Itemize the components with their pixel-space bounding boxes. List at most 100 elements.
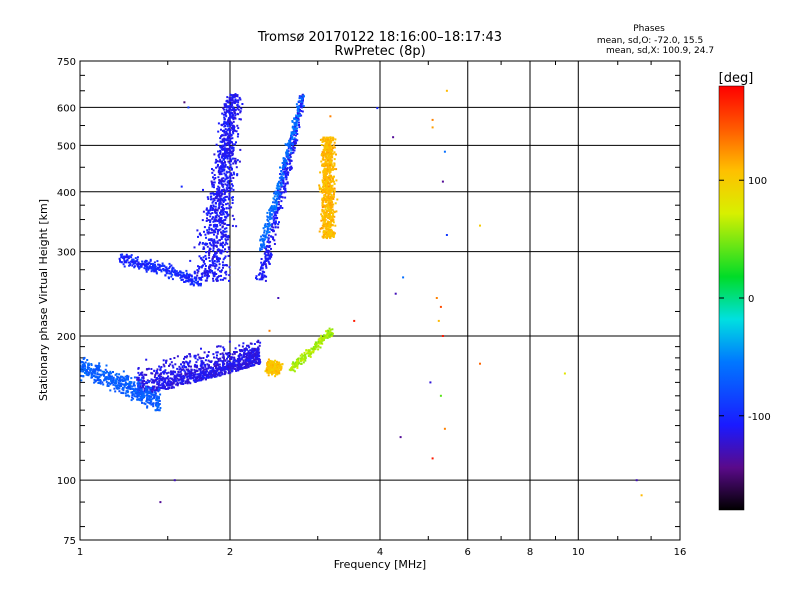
data-point	[107, 381, 110, 384]
data-point	[222, 219, 224, 222]
data-point	[327, 138, 329, 141]
data-point	[218, 363, 221, 366]
data-point	[119, 382, 122, 385]
data-point	[170, 377, 173, 380]
data-point	[122, 392, 125, 395]
data-point	[326, 224, 329, 227]
data-point	[80, 359, 82, 362]
data-point	[173, 479, 176, 482]
data-point	[118, 390, 121, 393]
data-point	[227, 127, 230, 130]
data-point	[328, 148, 331, 151]
data-point	[224, 147, 227, 150]
data-point	[121, 388, 124, 391]
data-point	[324, 175, 327, 178]
data-point	[292, 365, 295, 368]
data-point	[281, 162, 284, 164]
data-point	[325, 157, 328, 160]
data-point	[226, 195, 229, 198]
data-point	[225, 131, 228, 134]
data-point	[217, 364, 220, 367]
data-point	[220, 173, 223, 176]
data-point	[269, 213, 272, 215]
data-point	[131, 396, 133, 399]
data-point	[198, 373, 201, 376]
data-point	[249, 342, 252, 345]
data-point	[98, 362, 101, 365]
data-point	[299, 104, 302, 107]
data-point	[128, 395, 131, 398]
data-point	[219, 137, 222, 140]
data-point	[217, 358, 220, 360]
data-point	[317, 348, 320, 351]
data-point	[140, 265, 143, 268]
data-point	[220, 194, 223, 197]
data-point	[288, 157, 291, 159]
data-point	[220, 180, 223, 183]
data-point	[323, 337, 326, 340]
data-point	[242, 354, 245, 357]
data-point	[326, 169, 329, 172]
data-point	[223, 277, 226, 280]
data-point	[226, 139, 229, 142]
data-point	[107, 385, 110, 387]
data-point	[237, 101, 240, 104]
data-point	[222, 113, 225, 116]
data-point	[216, 276, 219, 279]
data-point	[227, 187, 230, 189]
data-point	[330, 185, 333, 187]
data-point	[220, 189, 223, 192]
data-point	[326, 336, 329, 339]
data-point	[161, 264, 164, 267]
data-point	[321, 199, 324, 202]
data-point	[220, 270, 223, 273]
data-point	[152, 394, 155, 397]
data-point	[445, 234, 448, 236]
data-point	[229, 93, 232, 96]
data-point	[330, 335, 333, 338]
data-point	[129, 264, 131, 267]
y-tick-label: 100	[57, 476, 76, 487]
data-point	[256, 361, 259, 364]
data-point	[213, 193, 215, 196]
data-point	[148, 394, 150, 397]
data-point	[145, 387, 148, 390]
data-point	[270, 209, 273, 212]
data-point	[226, 211, 228, 214]
data-point	[227, 181, 230, 184]
data-point	[317, 338, 320, 341]
chart-subtitle: RwPretec (8p)	[334, 44, 425, 59]
data-point	[259, 238, 262, 241]
data-point	[270, 207, 272, 210]
data-point	[264, 225, 267, 228]
x-tick-label: 10	[572, 547, 585, 558]
data-point	[214, 267, 217, 270]
data-point	[225, 241, 228, 244]
data-point	[328, 143, 331, 146]
data-point	[171, 273, 174, 276]
y-tick-label: 750	[57, 57, 76, 68]
data-point	[198, 377, 201, 380]
data-point	[262, 227, 265, 230]
data-point	[185, 356, 188, 359]
data-point	[91, 373, 94, 376]
data-point	[327, 176, 330, 179]
data-point	[329, 196, 332, 198]
data-point	[191, 281, 193, 284]
data-point	[213, 375, 216, 378]
data-point	[222, 123, 225, 125]
data-point	[80, 361, 82, 364]
data-point	[225, 212, 228, 215]
data-point	[328, 327, 331, 330]
data-point	[228, 266, 231, 269]
data-point	[282, 182, 285, 185]
data-point	[83, 368, 86, 370]
data-point	[322, 156, 325, 159]
data-point	[217, 130, 220, 133]
data-point	[288, 162, 291, 165]
data-point	[268, 256, 271, 259]
data-point	[328, 215, 331, 218]
data-point	[152, 381, 155, 384]
data-point	[226, 202, 229, 205]
data-point	[81, 363, 84, 366]
